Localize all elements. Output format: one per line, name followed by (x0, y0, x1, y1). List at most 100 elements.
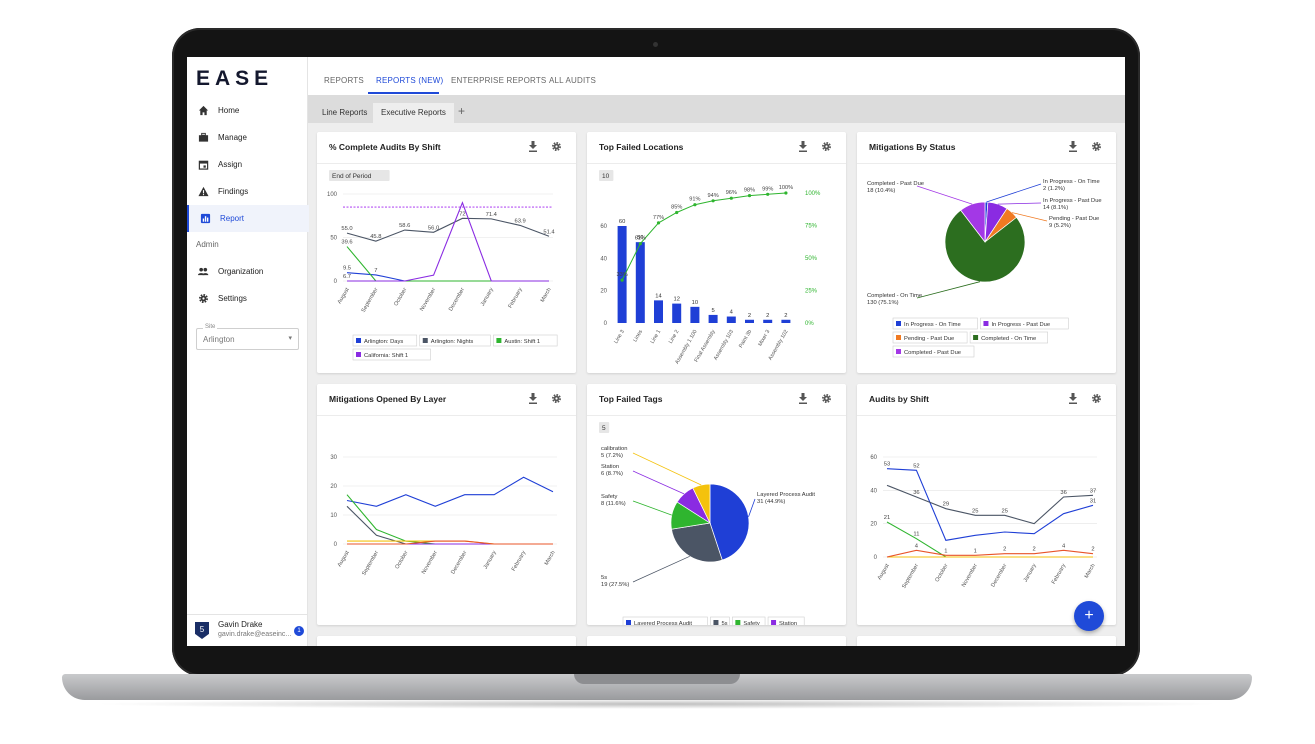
subtab-line-reports[interactable]: Line Reports (322, 108, 368, 117)
pie-slice-name: Completed - Past Due (867, 181, 924, 187)
x-tick-label: September (361, 287, 380, 314)
gear-icon[interactable] (551, 141, 562, 152)
legend-swatch (713, 620, 719, 625)
data-label: 7 (374, 268, 377, 274)
bar-value-label: 2 (784, 313, 787, 319)
x-tick-label: February (507, 287, 523, 310)
legend-swatch (771, 620, 777, 625)
sidebar-item-findings[interactable]: Findings (187, 178, 307, 205)
x-tick-label: March (1084, 563, 1097, 579)
user-email: gavin.drake@easeinc... (218, 631, 292, 638)
add-report-button[interactable]: + (1074, 601, 1104, 631)
card-divider (317, 163, 576, 164)
gear-icon[interactable] (551, 393, 562, 404)
download-icon[interactable] (1068, 393, 1078, 404)
pie-leader-line (997, 202, 1042, 205)
app-logo[interactable]: EASE (196, 67, 274, 90)
gear-icon[interactable] (1091, 393, 1102, 404)
download-icon[interactable] (798, 393, 808, 404)
data-label: 2 (1033, 547, 1036, 553)
user-name: Gavin Drake (218, 620, 263, 629)
card-divider (587, 415, 846, 416)
chevron-down-icon: ▾ (288, 335, 292, 342)
data-label: 55.0 (341, 226, 352, 232)
x-tick-label: December (448, 287, 466, 312)
card-title: % Complete Audits By Shift (329, 142, 441, 152)
download-icon[interactable] (528, 393, 538, 404)
legend-swatch (896, 349, 901, 354)
site-select[interactable]: Site Arlington ▾ (196, 324, 299, 350)
data-label: 36 (1060, 490, 1066, 496)
cumulative-point (729, 196, 733, 200)
tab-reports[interactable]: REPORTS (324, 76, 364, 85)
legend-item (622, 616, 708, 625)
sidebar-item-settings[interactable]: Settings (187, 285, 307, 312)
cumulative-point (747, 194, 752, 198)
pie-slice (671, 522, 723, 563)
subtab-executive-reports[interactable]: Executive Reports (373, 103, 454, 123)
cumulative-label: 91% (689, 197, 700, 203)
sidebar-item-organization[interactable]: Organization (187, 258, 307, 285)
sidebar-item-label: Settings (218, 294, 247, 303)
series-line (886, 549, 1094, 558)
tab-reports-new[interactable]: REPORTS (NEW) (376, 76, 444, 85)
cumulative-point (711, 199, 715, 203)
data-label: 39.6 (341, 240, 352, 246)
sidebar-item-report[interactable]: Report (187, 205, 309, 232)
sidebar-item-assign[interactable]: Assign (187, 151, 307, 178)
pie-slice-value: 6 (8.7%) (601, 471, 623, 477)
legend-label: Station (779, 621, 797, 625)
x-tick-label: Paint 3b (738, 329, 753, 349)
add-subtab-button[interactable]: + (458, 104, 466, 118)
download-icon[interactable] (798, 141, 808, 152)
series-line (346, 505, 553, 545)
y2-tick-label: 75% (805, 224, 818, 230)
x-tick-label: January (480, 287, 495, 307)
card-divider (857, 415, 1116, 416)
legend-item (892, 345, 975, 358)
y-tick-label: 20 (870, 522, 877, 528)
x-tick-label: October (934, 563, 949, 583)
sidebar-item-manage[interactable]: Manage (187, 124, 307, 151)
user-profile[interactable]: 5 Gavin Drake gavin.drake@easeinc... 1 (187, 614, 307, 646)
bar (690, 306, 700, 323)
legend-label: In Progress - Past Due (991, 322, 1050, 328)
download-icon[interactable] (1068, 141, 1078, 152)
pie-slice-name: In Progress - Past Due (1043, 198, 1102, 204)
x-tick-label: March (540, 287, 553, 303)
tab-enterprise-reports[interactable]: ENTERPRISE REPORTS (451, 76, 547, 85)
pie-leader-line (632, 452, 702, 486)
pie-leader-line (916, 185, 973, 205)
gear-icon[interactable] (821, 141, 832, 152)
legend-label: Completed - On Time (981, 336, 1036, 342)
cumulative-point (693, 203, 697, 207)
notification-badge[interactable]: 1 (294, 626, 304, 636)
data-label: 51.4 (543, 229, 555, 235)
pie-leader-line (748, 498, 756, 517)
data-label: 36 (913, 490, 919, 496)
card-title: Top Failed Locations (599, 142, 684, 152)
app-screen: EASE Home Manage Assign Findings Report … (187, 57, 1125, 646)
people-icon (197, 266, 209, 278)
card-mitigations-by-status: Mitigations By Status In Progress - On T… (857, 132, 1116, 373)
download-icon[interactable] (528, 141, 538, 152)
legend-item (710, 616, 730, 625)
sidebar-item-label: Report (220, 214, 245, 223)
pie-slice-value: 18 (10.4%) (867, 188, 895, 194)
tab-all-audits[interactable]: ALL AUDITS (549, 76, 597, 85)
gear-icon[interactable] (821, 393, 832, 404)
cumulative-point (766, 192, 770, 196)
sidebar-item-label: Assign (218, 160, 243, 169)
sidebar-item-label: Organization (218, 267, 264, 276)
sidebar-item-home[interactable]: Home (187, 97, 307, 124)
gear-icon[interactable] (1091, 141, 1102, 152)
y2-tick-label: 0% (805, 321, 814, 327)
filter-chip-label: 10 (602, 173, 610, 180)
legend-item (732, 616, 766, 625)
legend-label: 5s (721, 621, 727, 625)
legend-swatch (496, 338, 502, 343)
legend-item (419, 334, 491, 347)
sidebar-item-label: Manage (218, 133, 247, 142)
